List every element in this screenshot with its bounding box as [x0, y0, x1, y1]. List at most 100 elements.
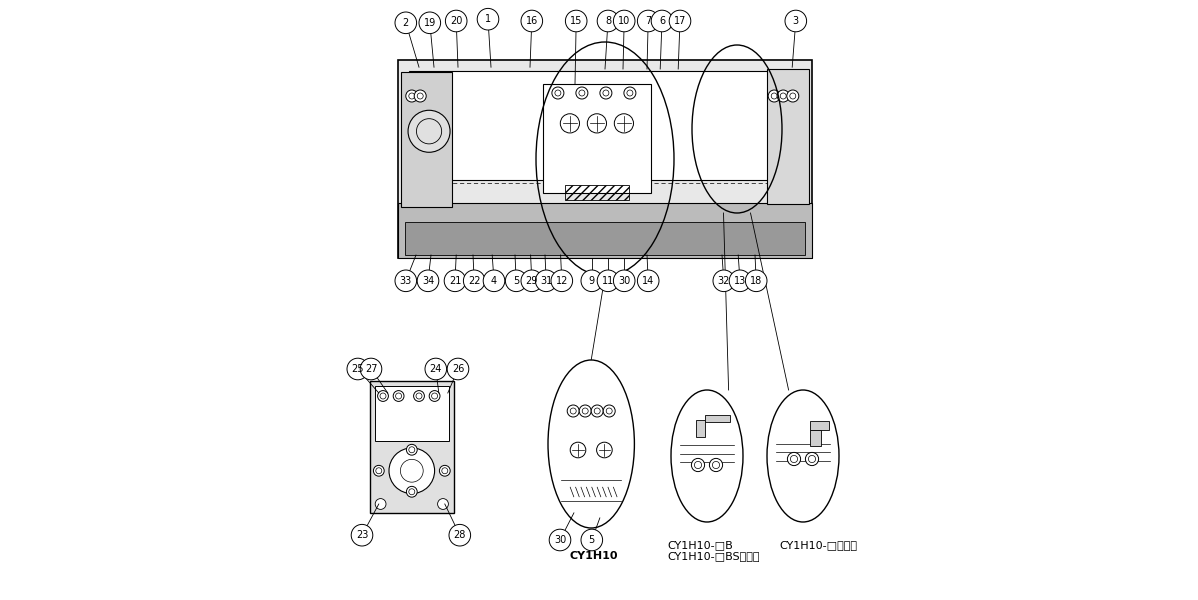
Circle shape [709, 458, 722, 472]
Bar [398, 203, 812, 258]
Circle shape [351, 524, 373, 546]
Bar [370, 381, 454, 513]
Circle shape [409, 110, 450, 152]
Text: 31: 31 [540, 276, 552, 286]
Bar [398, 60, 812, 258]
Circle shape [440, 466, 450, 476]
Text: 29: 29 [526, 276, 538, 286]
Bar [375, 386, 449, 441]
Circle shape [579, 405, 591, 417]
Circle shape [805, 452, 818, 466]
Circle shape [570, 442, 586, 458]
Ellipse shape [547, 360, 635, 528]
Circle shape [447, 358, 468, 380]
Circle shape [429, 391, 440, 401]
Circle shape [449, 524, 471, 546]
Circle shape [419, 12, 441, 34]
Circle shape [745, 270, 767, 292]
Circle shape [604, 405, 616, 417]
Bar [564, 185, 629, 200]
Circle shape [506, 270, 527, 292]
Circle shape [395, 12, 417, 34]
Text: 3: 3 [793, 16, 799, 26]
Text: 32: 32 [718, 276, 730, 286]
Circle shape [521, 270, 543, 292]
Circle shape [549, 529, 570, 551]
Circle shape [393, 391, 404, 401]
Text: 1: 1 [485, 14, 491, 24]
Bar [810, 421, 829, 430]
Bar [810, 430, 821, 446]
Circle shape [787, 90, 799, 102]
Circle shape [652, 10, 673, 32]
Ellipse shape [671, 390, 743, 522]
Text: 18: 18 [750, 276, 762, 286]
Text: 6: 6 [659, 16, 665, 26]
Ellipse shape [767, 390, 839, 522]
Circle shape [406, 445, 417, 455]
Bar [409, 71, 801, 180]
Circle shape [613, 10, 635, 32]
Circle shape [615, 114, 634, 133]
Circle shape [425, 358, 447, 380]
Bar [401, 72, 452, 206]
Bar [767, 69, 809, 203]
Circle shape [413, 391, 424, 401]
Circle shape [446, 10, 467, 32]
Circle shape [375, 499, 386, 509]
Text: 7: 7 [645, 16, 652, 26]
Text: 8: 8 [605, 16, 611, 26]
Text: 23: 23 [356, 530, 368, 540]
Text: 15: 15 [570, 16, 582, 26]
Circle shape [785, 10, 806, 32]
Text: 20: 20 [450, 16, 462, 26]
Circle shape [551, 270, 573, 292]
Text: CY1H10: CY1H10 [569, 551, 617, 561]
Circle shape [637, 10, 659, 32]
Text: 26: 26 [452, 364, 464, 374]
Circle shape [561, 114, 580, 133]
Text: 5: 5 [513, 276, 519, 286]
Circle shape [576, 87, 588, 99]
Text: 10: 10 [618, 16, 630, 26]
Text: CY1H10-□BSの場合: CY1H10-□BSの場合 [667, 551, 760, 561]
Text: 16: 16 [526, 16, 538, 26]
Circle shape [597, 442, 612, 458]
Text: 12: 12 [556, 276, 568, 286]
Circle shape [567, 405, 579, 417]
Circle shape [581, 529, 603, 551]
Circle shape [444, 270, 466, 292]
Circle shape [778, 90, 789, 102]
Circle shape [389, 448, 435, 494]
Bar [704, 415, 730, 422]
Text: 21: 21 [449, 276, 461, 286]
Circle shape [597, 10, 619, 32]
Circle shape [581, 270, 603, 292]
Bar [405, 223, 805, 255]
Text: 33: 33 [400, 276, 412, 286]
Circle shape [361, 358, 382, 380]
Circle shape [565, 10, 587, 32]
Text: 25: 25 [351, 364, 364, 374]
Circle shape [406, 487, 417, 497]
Circle shape [613, 270, 635, 292]
Text: 22: 22 [468, 276, 480, 286]
Circle shape [347, 358, 369, 380]
Text: 9: 9 [588, 276, 595, 286]
Bar [543, 84, 651, 193]
Text: 4: 4 [491, 276, 497, 286]
Text: 24: 24 [430, 364, 442, 374]
Circle shape [768, 90, 780, 102]
Text: 34: 34 [422, 276, 434, 286]
Text: 13: 13 [734, 276, 746, 286]
Text: CY1H10-□B: CY1H10-□B [667, 540, 733, 550]
Text: 19: 19 [424, 18, 436, 28]
Bar [696, 420, 704, 437]
Text: 5: 5 [588, 535, 595, 545]
Text: CY1H10-□の場合: CY1H10-□の場合 [779, 540, 857, 550]
Text: 30: 30 [618, 276, 630, 286]
Text: 14: 14 [642, 276, 654, 286]
Circle shape [406, 90, 418, 102]
Text: 30: 30 [553, 535, 567, 545]
Text: 28: 28 [454, 530, 466, 540]
